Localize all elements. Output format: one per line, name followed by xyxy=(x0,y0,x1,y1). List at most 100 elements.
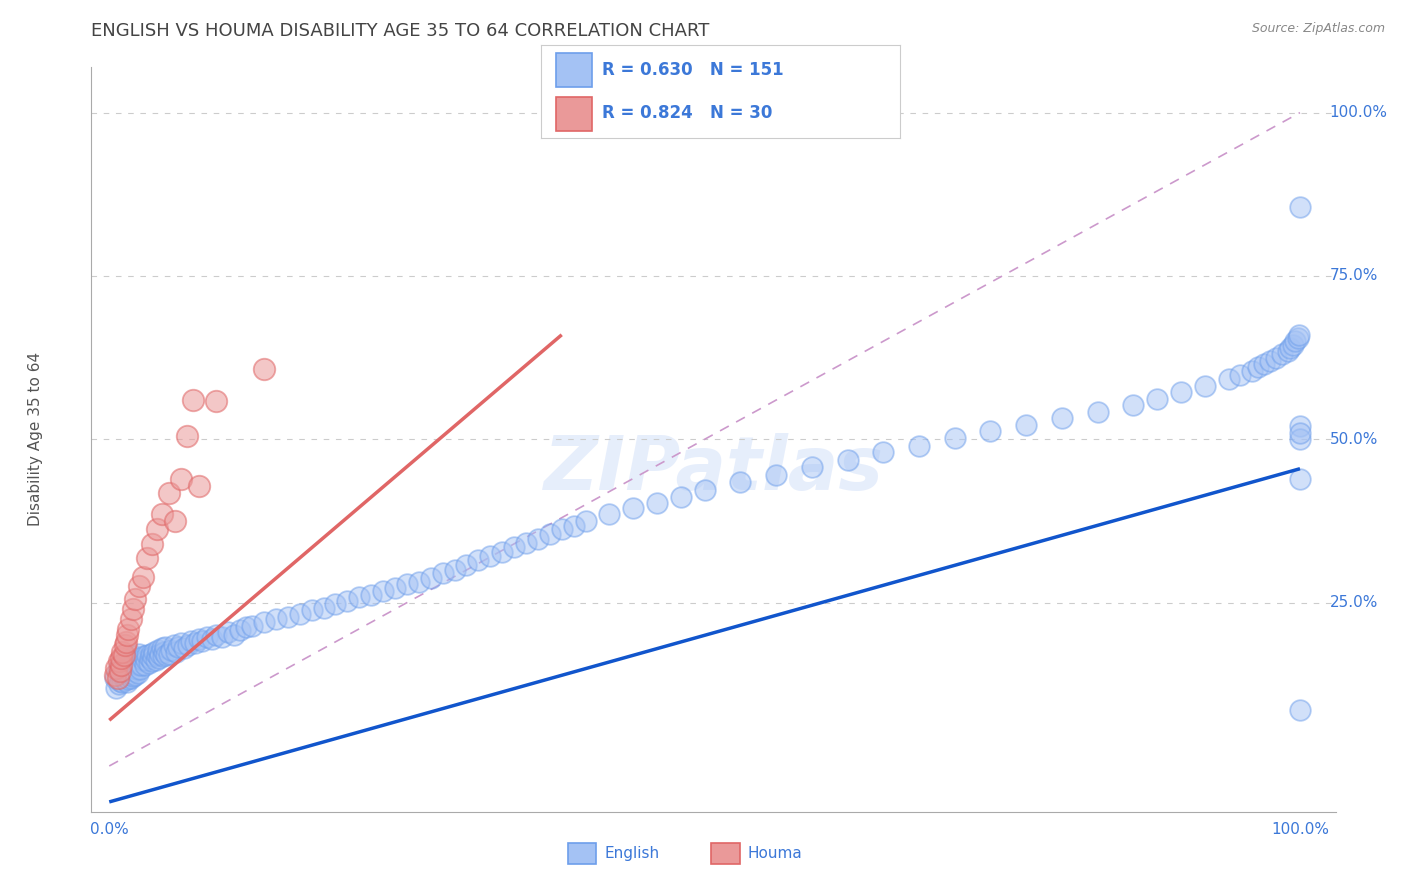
Point xyxy=(408,574,430,589)
Point xyxy=(224,628,246,642)
Point xyxy=(114,638,136,652)
Point xyxy=(1122,398,1144,412)
Point xyxy=(180,633,202,648)
Point xyxy=(1277,344,1299,359)
Point xyxy=(155,640,177,654)
Point xyxy=(135,653,157,667)
Point xyxy=(115,635,138,649)
Text: Source: ZipAtlas.com: Source: ZipAtlas.com xyxy=(1251,22,1385,36)
Point xyxy=(187,632,209,646)
Point xyxy=(122,669,145,683)
Point xyxy=(107,665,129,679)
Point xyxy=(108,674,131,689)
Point xyxy=(765,468,787,483)
Point xyxy=(115,657,138,672)
Point xyxy=(125,662,148,676)
Point xyxy=(121,666,143,681)
Point xyxy=(110,657,132,672)
Text: Houma: Houma xyxy=(748,847,803,861)
Point xyxy=(121,653,143,667)
Point xyxy=(1258,354,1281,368)
Point xyxy=(467,553,489,567)
Point xyxy=(1289,200,1312,214)
Point xyxy=(136,648,159,662)
Point xyxy=(150,508,173,522)
Point xyxy=(419,571,441,585)
Point xyxy=(105,661,128,675)
Point xyxy=(122,602,145,616)
Point xyxy=(114,655,136,669)
Point xyxy=(574,514,596,528)
Point xyxy=(111,666,134,681)
Point xyxy=(120,612,142,626)
Point xyxy=(105,681,128,695)
Point xyxy=(128,657,150,672)
Point xyxy=(160,642,183,657)
Point xyxy=(1289,703,1312,717)
Point xyxy=(515,535,537,549)
Point xyxy=(131,657,153,672)
Point xyxy=(235,620,257,634)
Text: ZIPatlas: ZIPatlas xyxy=(544,433,883,506)
Point xyxy=(146,648,169,662)
Text: 50.0%: 50.0% xyxy=(1330,432,1378,447)
Point xyxy=(124,667,146,681)
Text: 0.0%: 0.0% xyxy=(90,822,128,837)
Point xyxy=(503,540,526,554)
Point xyxy=(117,622,139,636)
Point xyxy=(693,483,716,498)
Point xyxy=(132,649,155,664)
Point xyxy=(456,558,478,572)
Point xyxy=(115,665,138,679)
Point xyxy=(146,642,169,657)
FancyBboxPatch shape xyxy=(711,843,740,864)
Point xyxy=(110,651,132,665)
Point xyxy=(108,665,131,679)
Point xyxy=(104,671,127,685)
Point xyxy=(115,675,138,690)
Point xyxy=(142,649,165,664)
Point xyxy=(1194,378,1216,392)
Point xyxy=(112,669,135,683)
Point xyxy=(527,532,550,546)
Point xyxy=(163,514,186,528)
Point xyxy=(155,648,177,662)
Point xyxy=(1218,372,1240,386)
Point xyxy=(139,647,162,661)
Point xyxy=(360,588,382,602)
Point xyxy=(551,523,574,537)
Point xyxy=(1282,337,1305,351)
Point xyxy=(181,393,204,408)
Point xyxy=(104,667,127,681)
Point xyxy=(146,523,169,537)
Point xyxy=(131,653,153,667)
Text: 25.0%: 25.0% xyxy=(1330,595,1378,610)
Point xyxy=(1253,357,1275,371)
Point xyxy=(152,649,174,664)
Point xyxy=(1271,347,1294,361)
Point xyxy=(141,537,163,551)
Point xyxy=(117,672,139,686)
Point xyxy=(127,666,149,681)
Text: R = 0.630   N = 151: R = 0.630 N = 151 xyxy=(602,61,785,78)
Point xyxy=(117,663,139,677)
Point xyxy=(177,638,200,652)
Point xyxy=(384,582,406,596)
FancyBboxPatch shape xyxy=(555,97,592,131)
Text: English: English xyxy=(605,847,659,861)
Point xyxy=(1289,425,1312,440)
Text: 100.0%: 100.0% xyxy=(1271,822,1329,837)
Point xyxy=(162,638,184,652)
Point xyxy=(107,655,129,669)
Point xyxy=(112,648,135,662)
Point xyxy=(1050,411,1073,425)
Point xyxy=(211,630,233,644)
Point xyxy=(325,597,347,611)
Point xyxy=(138,651,160,665)
Point xyxy=(129,662,152,676)
Point xyxy=(149,647,172,661)
Point xyxy=(943,431,966,445)
Point xyxy=(253,361,276,376)
Point xyxy=(134,657,156,672)
Point xyxy=(176,429,198,443)
